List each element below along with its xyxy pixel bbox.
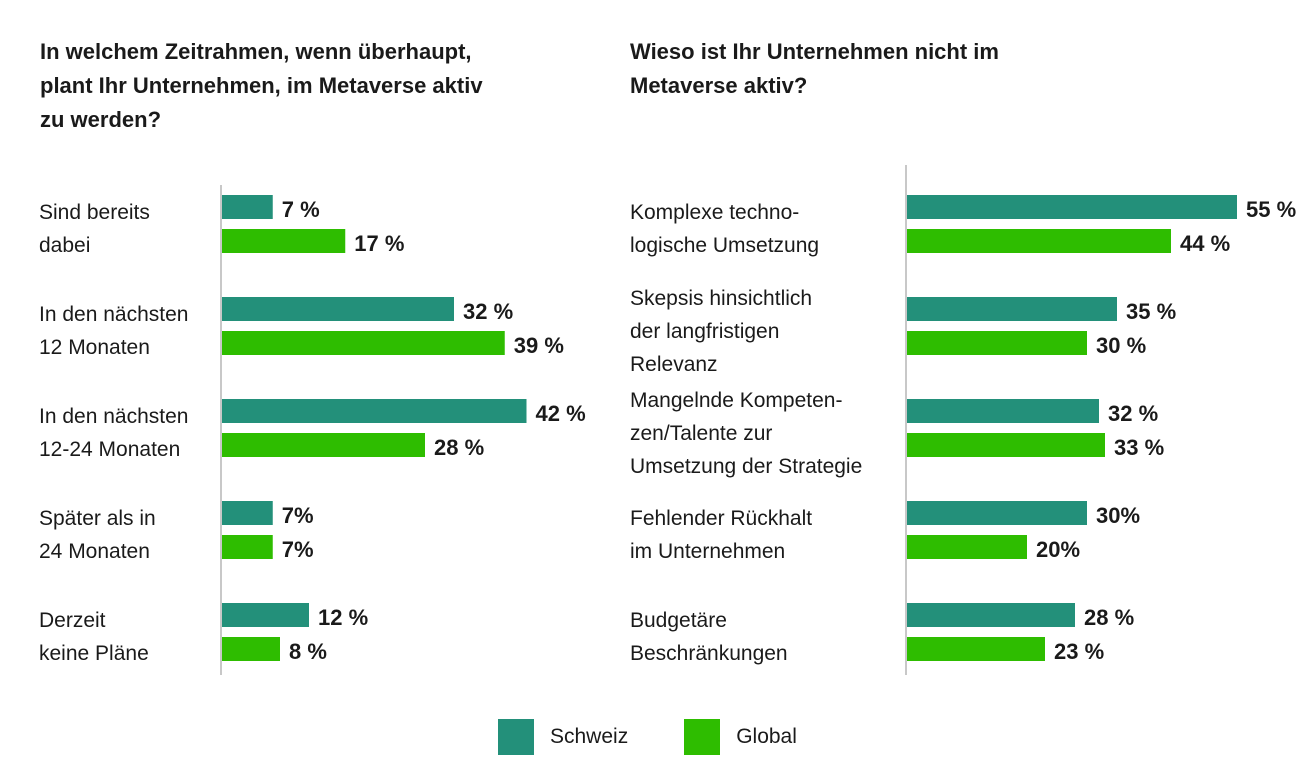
chart-title-timeframe: In welchem Zeitrahmen, wenn überhaupt, p…	[40, 39, 483, 132]
legend: Schweiz Global	[498, 719, 853, 755]
category-label-timeframe-2: 12-24 Monaten	[39, 438, 180, 461]
value-label-reasons-global-0: 44 %	[1180, 231, 1230, 256]
bar-reasons-schweiz-2	[907, 399, 1099, 423]
value-label-timeframe-schweiz-2: 42 %	[536, 401, 586, 426]
value-label-reasons-schweiz-3: 30%	[1096, 503, 1140, 528]
chart-timeframe: Sind bereits dabei 7 % 17 % In den nächsten 1…	[39, 185, 586, 675]
chart-reasons: Komplexe techno-logische Umsetzung 55 % 44…	[630, 165, 1296, 675]
value-label-timeframe-global-4: 8 %	[289, 639, 327, 664]
category-label-timeframe-3: 24 Monaten	[39, 540, 150, 563]
value-label-timeframe-global-1: 39 %	[514, 333, 564, 358]
value-label-timeframe-global-2: 28 %	[434, 435, 484, 460]
category-label-timeframe-4: keine Pläne	[39, 642, 149, 665]
bar-timeframe-global-3	[222, 535, 273, 559]
bar-reasons-schweiz-4	[907, 603, 1075, 627]
category-label-reasons-1: der langfristigen	[630, 320, 779, 343]
value-label-reasons-global-1: 30 %	[1096, 333, 1146, 358]
bar-reasons-schweiz-3	[907, 501, 1087, 525]
bar-timeframe-global-4	[222, 637, 280, 661]
category-label-timeframe-4: Derzeit	[39, 609, 106, 632]
bar-timeframe-global-0	[222, 229, 346, 253]
bar-reasons-schweiz-0	[907, 195, 1237, 219]
legend-label-global: Global	[736, 725, 797, 748]
category-label-reasons-3: Fehlender Rückhalt	[630, 507, 812, 530]
value-label-timeframe-schweiz-3: 7%	[282, 503, 314, 528]
value-label-timeframe-global-3: 7%	[282, 537, 314, 562]
bar-timeframe-global-2	[222, 433, 425, 457]
value-label-reasons-global-2: 33 %	[1114, 435, 1164, 460]
bar-reasons-global-4	[907, 637, 1045, 661]
bar-reasons-schweiz-1	[907, 297, 1117, 321]
value-label-timeframe-schweiz-4: 12 %	[318, 605, 368, 630]
value-label-reasons-schweiz-0: 55 %	[1246, 197, 1296, 222]
value-label-timeframe-schweiz-1: 32 %	[463, 299, 513, 324]
bar-timeframe-schweiz-1	[222, 297, 454, 321]
value-label-reasons-global-3: 20%	[1036, 537, 1080, 562]
category-label-reasons-2: Mangelnde Kompeten-	[630, 389, 842, 412]
category-label-timeframe-1: In den nächsten	[39, 303, 188, 326]
bar-reasons-global-0	[907, 229, 1171, 253]
value-label-reasons-schweiz-1: 35 %	[1126, 299, 1176, 324]
category-label-timeframe-0: dabei	[39, 234, 90, 257]
legend-item-schweiz: Schweiz	[498, 719, 628, 755]
category-label-reasons-4: Budgetäre	[630, 609, 727, 632]
category-label-timeframe-0: Sind bereits	[39, 201, 150, 224]
bar-timeframe-global-1	[222, 331, 505, 355]
category-label-reasons-0: Komplexe techno-	[630, 201, 799, 224]
bar-timeframe-schweiz-2	[222, 399, 527, 423]
chart-title-reasons: Wieso ist Ihr Unternehmen nicht im Metav…	[630, 39, 999, 98]
category-label-reasons-2: zen/Talente zur	[630, 422, 772, 445]
bar-reasons-global-3	[907, 535, 1027, 559]
category-label-timeframe-3: Später als in	[39, 507, 156, 530]
bar-timeframe-schweiz-3	[222, 501, 273, 525]
category-label-reasons-2: Umsetzung der Strategie	[630, 455, 862, 478]
value-label-reasons-global-4: 23 %	[1054, 639, 1104, 664]
legend-label-schweiz: Schweiz	[550, 725, 629, 748]
category-label-timeframe-1: 12 Monaten	[39, 336, 150, 359]
value-label-reasons-schweiz-2: 32 %	[1108, 401, 1158, 426]
category-label-reasons-1: Relevanz	[630, 353, 718, 376]
category-label-timeframe-2: In den nächsten	[39, 405, 188, 428]
category-label-reasons-0: logische Umsetzung	[630, 234, 819, 257]
bar-timeframe-schweiz-4	[222, 603, 309, 627]
bar-reasons-global-1	[907, 331, 1087, 355]
legend-swatch-schweiz	[498, 719, 534, 755]
category-label-reasons-3: im Unternehmen	[630, 540, 785, 563]
value-label-timeframe-global-0: 17 %	[354, 231, 404, 256]
legend-swatch-global	[684, 719, 721, 755]
category-label-reasons-1: Skepsis hinsichtlich	[630, 287, 812, 310]
value-label-reasons-schweiz-4: 28 %	[1084, 605, 1134, 630]
value-label-timeframe-schweiz-0: 7 %	[282, 197, 320, 222]
legend-item-global: Global	[684, 719, 797, 755]
bar-reasons-global-2	[907, 433, 1105, 457]
bar-timeframe-schweiz-0	[222, 195, 273, 219]
category-label-reasons-4: Beschränkungen	[630, 642, 788, 665]
